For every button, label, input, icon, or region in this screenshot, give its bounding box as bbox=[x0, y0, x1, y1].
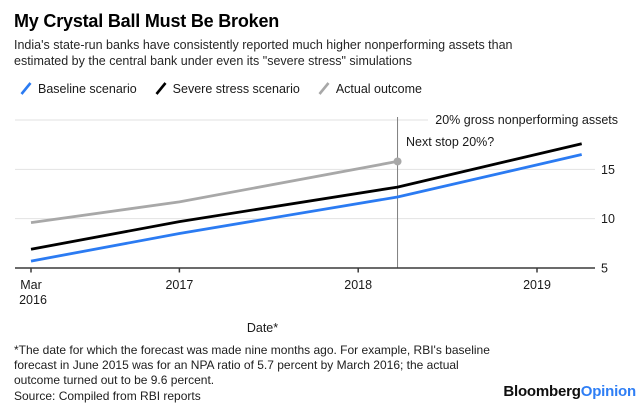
series-line-severe-stress-scenario bbox=[30, 142, 583, 251]
series-end-dot bbox=[393, 157, 402, 166]
y-tick-label: 5 bbox=[601, 262, 608, 276]
footnote-line2: forecast in June 2015 was for an NPA rat… bbox=[14, 358, 459, 373]
y-tick-label: 10 bbox=[601, 212, 615, 226]
series-line-baseline-scenario bbox=[30, 153, 583, 263]
source-line: Source: Compiled from RBI reports bbox=[14, 388, 201, 403]
severe-stress-slash-icon bbox=[155, 82, 167, 95]
chart-subtitle: India's state-run banks have consistentl… bbox=[14, 37, 513, 69]
x-tick-label: Mar bbox=[20, 278, 42, 292]
x-axis-title: Date* bbox=[246, 321, 279, 335]
footnote: *The date for which the forecast was mad… bbox=[14, 343, 490, 404]
x-tick-label: 2017 bbox=[165, 278, 193, 292]
legend-item-baseline: Baseline scenario bbox=[20, 81, 137, 96]
series-line-actual-outcome bbox=[30, 160, 398, 224]
logo-opinion: Opinion bbox=[580, 383, 636, 400]
x-tick-label: 2019 bbox=[523, 278, 551, 292]
legend-item-severe-stress: Severe stress scenario bbox=[155, 81, 300, 96]
legend-label-severe-stress: Severe stress scenario bbox=[172, 81, 300, 96]
bloomberg-opinion-logo: BloombergOpinion bbox=[503, 383, 636, 400]
footnote-line3: outcome turned out to be 9.6 percent. bbox=[14, 373, 215, 388]
legend-item-actual-outcome: Actual outcome bbox=[318, 81, 422, 96]
page-title: My Crystal Ball Must Be Broken bbox=[14, 11, 280, 31]
legend-label-baseline: Baseline scenario bbox=[38, 81, 137, 96]
chart-subtitle-line2: estimated by the central bank under even… bbox=[14, 54, 412, 68]
vline-annotation-label: Next stop 20%? bbox=[406, 135, 495, 149]
x-tick-label: 2018 bbox=[344, 278, 372, 292]
actual-outcome-slash-icon bbox=[318, 82, 330, 95]
footnote-line1: *The date for which the forecast was mad… bbox=[14, 343, 490, 357]
legend: Baseline scenario Severe stress scenario… bbox=[20, 81, 422, 96]
chart-subtitle-line1: India's state-run banks have consistentl… bbox=[14, 38, 513, 52]
baseline-slash-icon bbox=[20, 82, 32, 95]
y-tick-label: 15 bbox=[601, 163, 615, 177]
x-tick-label: 2016 bbox=[19, 293, 47, 307]
reference-line-label: 20% gross nonperforming assets bbox=[430, 113, 618, 127]
legend-label-actual-outcome: Actual outcome bbox=[335, 81, 422, 96]
logo-bloomberg: Bloomberg bbox=[503, 383, 581, 400]
